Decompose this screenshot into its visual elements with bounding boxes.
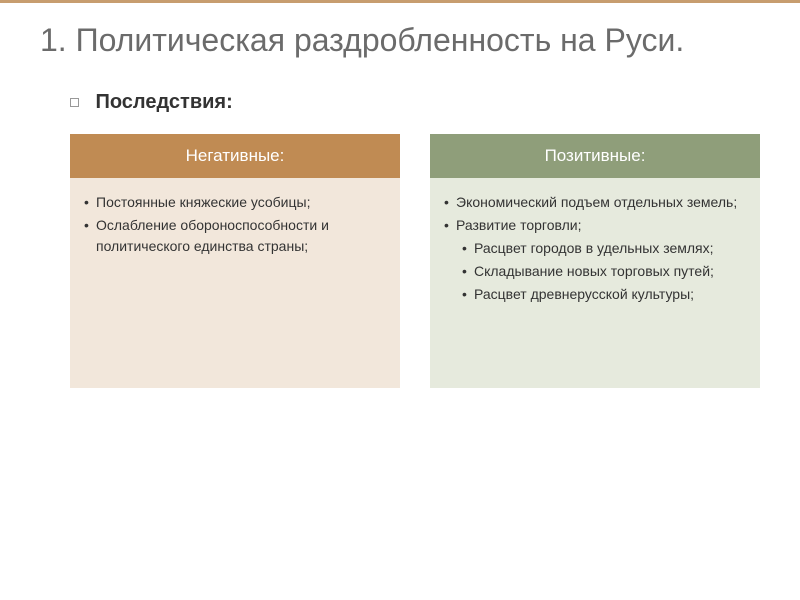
column-body-negative: Постоянные княжеские усобицы; Ослабление… xyxy=(70,178,400,388)
negative-list: Постоянные княжеские усобицы; Ослабление… xyxy=(84,192,386,257)
list-item: Расцвет городов в удельных землях; xyxy=(462,238,746,259)
list-item: Ослабление обороноспособности и политиче… xyxy=(84,215,386,257)
positive-sublist: Расцвет городов в удельных землях; Склад… xyxy=(444,238,746,305)
column-body-positive: Экономический подъем отдельных земель; Р… xyxy=(430,178,760,388)
column-header-positive: Позитивные: xyxy=(430,134,760,178)
list-item: Расцвет древнерусской культуры; xyxy=(462,284,746,305)
subtitle-text: Последствия: xyxy=(95,91,232,113)
title-bar: 1. Политическая раздробленность на Руси. xyxy=(0,0,800,69)
column-header-negative: Негативные: xyxy=(70,134,400,178)
subtitle-row: Последствия: xyxy=(0,69,800,114)
page-title: 1. Политическая раздробленность на Руси. xyxy=(40,21,760,59)
column-negative: Негативные: Постоянные княжеские усобицы… xyxy=(70,134,400,388)
positive-list: Экономический подъем отдельных земель; Р… xyxy=(444,192,746,236)
list-item: Развитие торговли; xyxy=(444,215,746,236)
list-item: Постоянные княжеские усобицы; xyxy=(84,192,386,213)
bullet-icon xyxy=(70,98,79,107)
columns-container: Негативные: Постоянные княжеские усобицы… xyxy=(0,114,800,388)
column-positive: Позитивные: Экономический подъем отдельн… xyxy=(430,134,760,388)
list-item: Складывание новых торговых путей; xyxy=(462,261,746,282)
list-item: Экономический подъем отдельных земель; xyxy=(444,192,746,213)
